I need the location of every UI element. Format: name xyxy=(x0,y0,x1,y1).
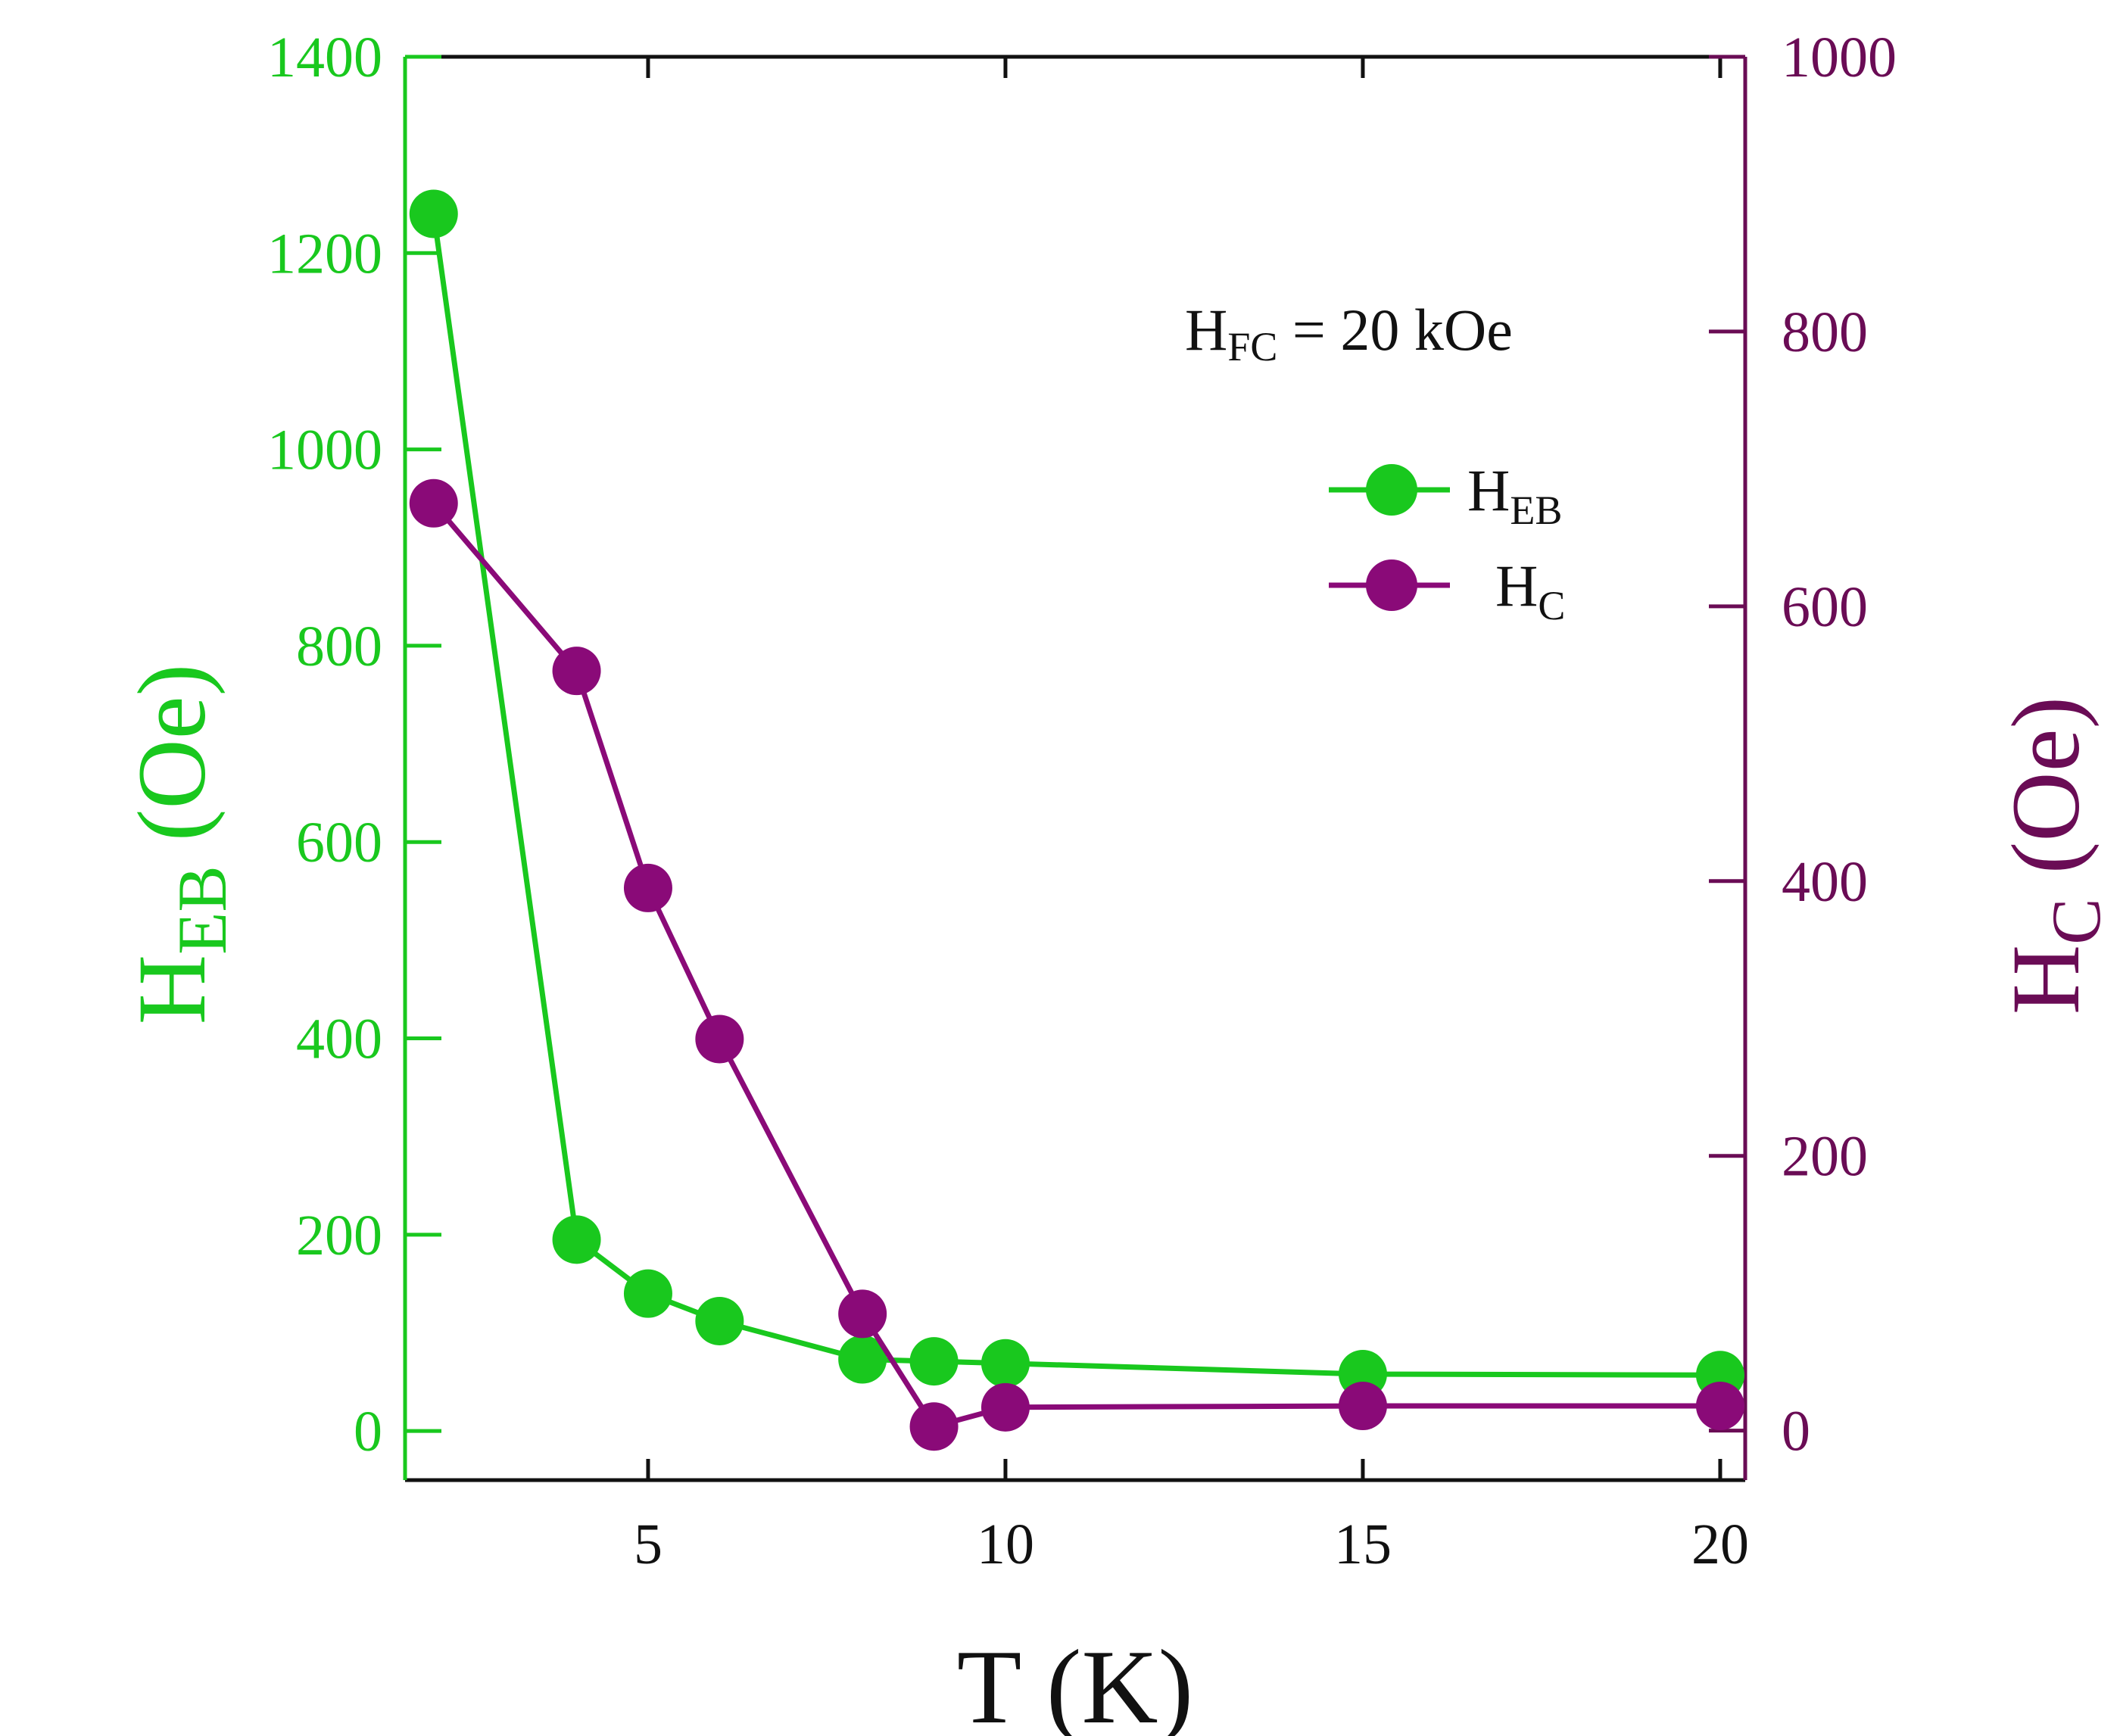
x-tick-label-15: 15 xyxy=(1334,1513,1392,1576)
left-tick-label-800: 800 xyxy=(296,615,382,678)
axis-ticks: 5 10 15 20020040060080010001200140002004006… xyxy=(267,26,1897,1576)
right-tick-label-1000: 1000 xyxy=(1782,26,1897,89)
right-tick-label-600: 600 xyxy=(1782,575,1868,639)
legend-marker-hc xyxy=(1366,559,1417,611)
right-tick-label-200: 200 xyxy=(1782,1125,1868,1189)
point-heb-10 xyxy=(980,1339,1030,1388)
right-tick-label-800: 800 xyxy=(1782,301,1868,364)
point-hc-15 xyxy=(1338,1382,1387,1431)
right-tick-label-0: 0 xyxy=(1782,1400,1810,1463)
series-line-heb xyxy=(431,213,1721,1378)
legend-label-heb: HEB xyxy=(1467,457,1562,533)
point-hc-10 xyxy=(980,1382,1030,1432)
left-tick-label-1200: 1200 xyxy=(267,222,382,285)
legend-label-hc: HC xyxy=(1495,553,1565,628)
x-tick-label-5: 5 xyxy=(634,1513,662,1576)
point-hc-20 xyxy=(1695,1382,1744,1431)
point-hc-5 xyxy=(623,863,672,912)
point-heb-9 xyxy=(909,1337,959,1386)
point-heb-4 xyxy=(552,1215,601,1264)
point-hc-4 xyxy=(552,647,601,696)
legend: HEB HC xyxy=(1329,457,1565,628)
right-tick-label-400: 400 xyxy=(1782,850,1868,914)
point-heb-2 xyxy=(409,189,458,238)
point-hc-6 xyxy=(695,1014,744,1064)
x-tick-label-10: 10 xyxy=(977,1513,1034,1576)
left-axis-title: HEB (Oe) xyxy=(118,664,241,1025)
point-hc-2 xyxy=(409,478,458,528)
left-tick-label-400: 400 xyxy=(296,1008,382,1071)
legend-marker-heb xyxy=(1366,464,1417,516)
field-annotation: HFC = 20 kOe xyxy=(1185,297,1513,369)
point-heb-8 xyxy=(838,1335,887,1384)
left-tick-label-1000: 1000 xyxy=(267,419,382,482)
point-heb-5 xyxy=(623,1269,672,1318)
x-tick-label-20: 20 xyxy=(1691,1513,1749,1576)
left-tick-label-1400: 1400 xyxy=(267,26,382,89)
point-hc-8 xyxy=(838,1289,887,1339)
right-axis-title: HC (Oe) xyxy=(1992,697,2115,1014)
x-axis-title: T (K) xyxy=(957,1628,1193,1736)
point-heb-6 xyxy=(695,1296,744,1345)
data-series xyxy=(409,189,1744,1451)
point-hc-9 xyxy=(909,1402,959,1451)
left-tick-label-0: 0 xyxy=(354,1400,382,1463)
axes-frame xyxy=(403,55,1747,1482)
left-tick-label-200: 200 xyxy=(296,1204,382,1267)
left-tick-label-600: 600 xyxy=(296,811,382,874)
